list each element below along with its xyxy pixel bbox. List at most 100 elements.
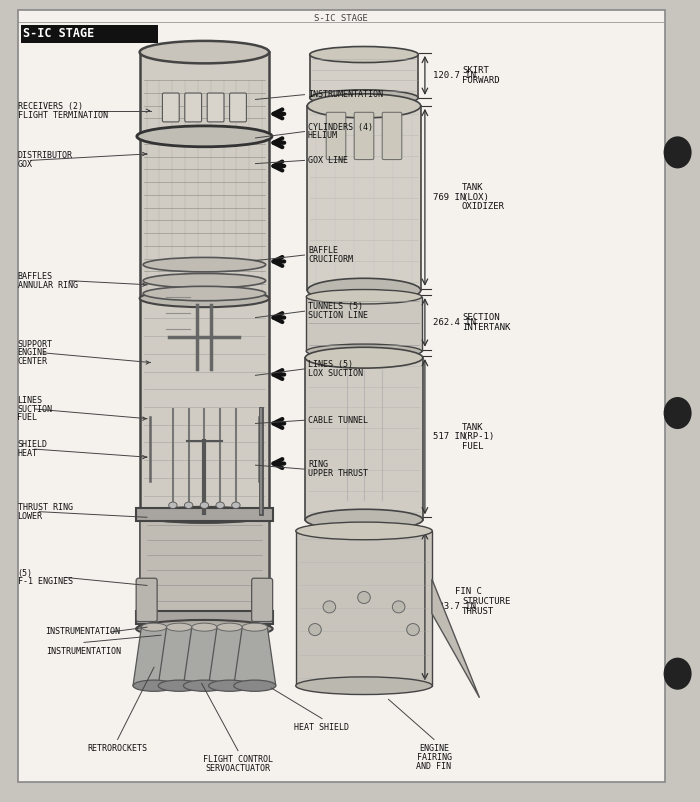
FancyBboxPatch shape xyxy=(305,358,423,520)
Text: FLIGHT TERMINATION: FLIGHT TERMINATION xyxy=(18,111,108,119)
Text: UPPER THRUST: UPPER THRUST xyxy=(308,469,368,478)
Polygon shape xyxy=(209,627,251,686)
Text: SERVOACTUATOR: SERVOACTUATOR xyxy=(206,764,270,773)
Ellipse shape xyxy=(216,502,224,508)
Ellipse shape xyxy=(242,623,267,631)
Text: LOX SUCTION: LOX SUCTION xyxy=(308,369,363,378)
Text: RETROROCKETS: RETROROCKETS xyxy=(88,744,148,753)
Ellipse shape xyxy=(167,623,192,631)
Text: OXIDIZER: OXIDIZER xyxy=(462,202,505,212)
FancyBboxPatch shape xyxy=(307,297,421,351)
Ellipse shape xyxy=(139,290,269,307)
Text: ENGINE: ENGINE xyxy=(419,744,449,753)
Text: INSTRUMENTATION: INSTRUMENTATION xyxy=(46,647,122,656)
Ellipse shape xyxy=(358,592,370,603)
Ellipse shape xyxy=(143,273,265,288)
Text: HEAT SHIELD: HEAT SHIELD xyxy=(295,723,349,732)
Text: INSTRUMENTATION: INSTRUMENTATION xyxy=(308,90,383,99)
Text: F-1 ENGINES: F-1 ENGINES xyxy=(18,577,73,586)
Text: SUCTION: SUCTION xyxy=(18,404,52,414)
Circle shape xyxy=(664,397,692,429)
Polygon shape xyxy=(234,627,276,686)
Text: 769 IN: 769 IN xyxy=(433,192,466,202)
Text: THRUST: THRUST xyxy=(462,606,494,616)
FancyBboxPatch shape xyxy=(354,112,374,160)
Text: SHIELD: SHIELD xyxy=(18,440,48,449)
Ellipse shape xyxy=(309,90,419,106)
Text: FUEL: FUEL xyxy=(18,413,38,423)
Ellipse shape xyxy=(133,680,175,691)
Ellipse shape xyxy=(183,680,225,691)
FancyBboxPatch shape xyxy=(230,93,246,122)
FancyBboxPatch shape xyxy=(18,10,665,782)
Ellipse shape xyxy=(200,502,209,508)
Text: LOWER: LOWER xyxy=(18,512,43,520)
Polygon shape xyxy=(178,627,231,683)
FancyBboxPatch shape xyxy=(162,93,179,122)
Ellipse shape xyxy=(143,286,265,301)
Text: (LOX): (LOX) xyxy=(462,192,489,202)
Text: SUCTION LINE: SUCTION LINE xyxy=(308,311,368,320)
FancyBboxPatch shape xyxy=(251,578,272,622)
Ellipse shape xyxy=(305,347,423,368)
Ellipse shape xyxy=(305,509,423,530)
Text: BAFFLE: BAFFLE xyxy=(308,246,338,255)
Ellipse shape xyxy=(307,278,421,302)
Text: 120.7 IN: 120.7 IN xyxy=(433,71,476,80)
Text: CYLINDERS (4): CYLINDERS (4) xyxy=(308,123,373,132)
Text: FUEL: FUEL xyxy=(462,442,484,451)
Text: BAFFLES: BAFFLES xyxy=(18,272,52,281)
Text: CABLE TUNNEL: CABLE TUNNEL xyxy=(308,415,368,425)
FancyBboxPatch shape xyxy=(136,578,157,622)
Text: TANK: TANK xyxy=(462,183,484,192)
Ellipse shape xyxy=(295,522,433,540)
Text: SUPPORT: SUPPORT xyxy=(18,339,52,349)
Ellipse shape xyxy=(307,94,421,118)
Text: STRUCTURE: STRUCTURE xyxy=(462,597,510,606)
Ellipse shape xyxy=(307,344,421,358)
Text: LINES (5): LINES (5) xyxy=(308,360,353,369)
Ellipse shape xyxy=(141,623,167,631)
FancyBboxPatch shape xyxy=(295,531,432,686)
Text: FIN C: FIN C xyxy=(455,587,482,597)
Text: 517 IN: 517 IN xyxy=(433,432,466,441)
Text: ANNULAR RING: ANNULAR RING xyxy=(18,281,78,290)
FancyBboxPatch shape xyxy=(307,106,421,290)
Ellipse shape xyxy=(143,257,265,272)
Text: INTERTANK: INTERTANK xyxy=(462,322,510,332)
Text: HELIUM: HELIUM xyxy=(308,132,338,140)
Ellipse shape xyxy=(309,624,321,635)
Text: 233.7 IN: 233.7 IN xyxy=(433,602,476,611)
Ellipse shape xyxy=(139,507,269,523)
Text: FORWARD: FORWARD xyxy=(462,75,500,85)
Text: AND FIN: AND FIN xyxy=(416,762,452,771)
Ellipse shape xyxy=(136,126,272,147)
Text: ENGINE: ENGINE xyxy=(18,348,48,358)
Text: S-IC STAGE: S-IC STAGE xyxy=(314,14,368,23)
Ellipse shape xyxy=(217,623,242,631)
Ellipse shape xyxy=(323,601,336,613)
Circle shape xyxy=(664,658,692,690)
Text: TUNNELS (5): TUNNELS (5) xyxy=(308,302,363,311)
Ellipse shape xyxy=(392,601,405,613)
Text: (5): (5) xyxy=(18,569,32,577)
Polygon shape xyxy=(432,579,480,698)
Text: CRUCIFORM: CRUCIFORM xyxy=(308,255,353,264)
Text: GOX: GOX xyxy=(18,160,32,169)
Text: INSTRUMENTATION: INSTRUMENTATION xyxy=(46,627,120,637)
Text: HEAT: HEAT xyxy=(18,449,38,458)
Text: RING: RING xyxy=(308,460,328,469)
Ellipse shape xyxy=(184,502,192,508)
Ellipse shape xyxy=(139,617,269,634)
Text: SECTION: SECTION xyxy=(462,313,500,322)
Text: 262.4 IN: 262.4 IN xyxy=(433,318,476,327)
Text: FAIRING: FAIRING xyxy=(416,753,452,762)
FancyBboxPatch shape xyxy=(139,52,269,626)
Text: SKIRT: SKIRT xyxy=(462,66,489,75)
Ellipse shape xyxy=(234,680,276,691)
Ellipse shape xyxy=(307,290,421,304)
Text: THRUST RING: THRUST RING xyxy=(18,503,73,512)
FancyBboxPatch shape xyxy=(185,93,202,122)
Circle shape xyxy=(664,136,692,168)
Polygon shape xyxy=(158,627,200,686)
